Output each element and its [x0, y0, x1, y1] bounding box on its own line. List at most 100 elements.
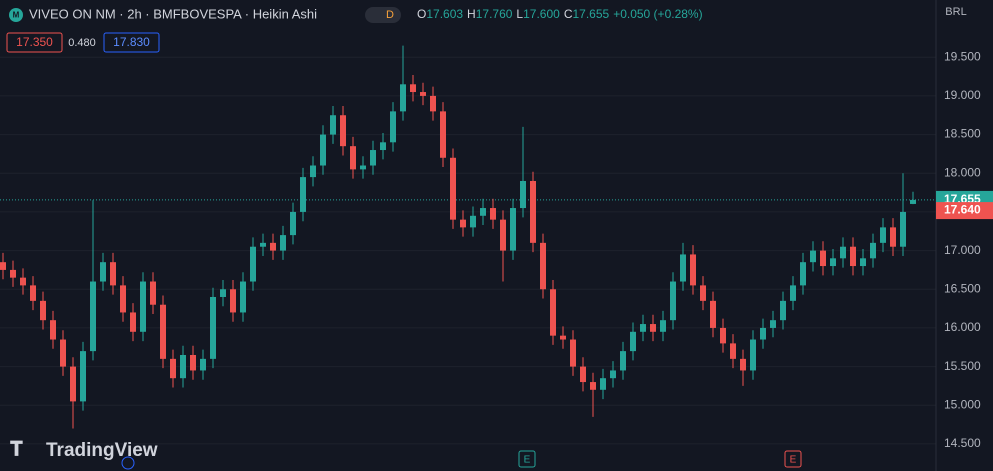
candle-body — [370, 150, 376, 166]
candle-body — [550, 289, 556, 336]
candle-body — [230, 289, 236, 313]
candle-body — [50, 320, 56, 340]
candle-body — [180, 354, 186, 379]
candle-body — [690, 254, 696, 286]
legend-h-label: H — [467, 7, 476, 21]
candle-body — [630, 331, 636, 352]
earnings-label: E — [524, 455, 531, 466]
candle-body — [390, 111, 396, 143]
candle-body — [70, 366, 76, 402]
candle-body — [260, 242, 266, 247]
candle-body — [190, 354, 196, 371]
currency[interactable]: BRL — [945, 6, 966, 18]
badge-bg[interactable] — [365, 7, 401, 23]
candle-body — [850, 246, 856, 267]
candle-body — [560, 335, 566, 340]
candle-body — [450, 157, 456, 220]
y-tick-label: 16.000 — [944, 320, 981, 334]
candle-body — [240, 281, 246, 313]
y-tick-label: 19.000 — [944, 88, 981, 102]
earnings-box[interactable] — [784, 450, 802, 468]
candles — [0, 45, 916, 429]
candle-body — [880, 227, 886, 243]
candle-body — [200, 358, 206, 371]
spread: 0.480 — [68, 37, 96, 49]
chart-title: VIVEO ON NM · 2h · BMFBOVESPA · Heikin A… — [29, 6, 317, 21]
ohlc-legend: O 17.603 H 17.760 L 17.600 C 17.655 +0.050 (+0.2… — [417, 7, 703, 21]
logo-mark: 𝐓 — [10, 438, 23, 460]
y-tick-label: 19.500 — [944, 49, 981, 63]
candle-body — [820, 250, 826, 267]
candle-body — [830, 258, 836, 267]
legend-c: 17.655 — [572, 7, 609, 21]
sell-price: 17.350 — [16, 35, 53, 49]
candle-body — [760, 327, 766, 340]
event-icon[interactable] — [121, 456, 135, 470]
candle-body — [660, 320, 666, 332]
candle-body — [540, 242, 546, 290]
legend-h: 17.760 — [476, 7, 513, 21]
candle-body — [520, 180, 526, 209]
candle-body — [20, 277, 26, 286]
legend-c-label: C — [564, 7, 573, 21]
candle-body — [600, 378, 606, 390]
y-tick-label: 14.500 — [944, 436, 981, 450]
candle-body — [380, 142, 386, 151]
y-tick-label: 15.000 — [944, 397, 981, 411]
earnings-box[interactable] — [518, 450, 536, 468]
candle-body — [790, 285, 796, 301]
candle-body — [510, 208, 516, 251]
candle-body — [780, 300, 786, 321]
legend-o-label: O — [417, 7, 426, 21]
candle-body — [330, 115, 336, 135]
y-tick-label: 18.500 — [944, 127, 981, 141]
candle-body — [470, 215, 476, 228]
candle-body — [530, 180, 536, 243]
buy-box[interactable] — [103, 32, 160, 53]
candle-body — [580, 366, 586, 383]
candle-body — [170, 358, 176, 379]
candle-body — [350, 146, 356, 170]
candle-body — [430, 95, 436, 112]
candle-body — [490, 208, 496, 220]
sell-box[interactable] — [6, 32, 63, 53]
candle-body — [590, 382, 596, 390]
candle-body — [910, 199, 916, 204]
candle-body — [30, 285, 36, 301]
candle-body — [340, 115, 346, 147]
candle-body — [140, 281, 146, 332]
legend-change: +0.050 (+0.28%) — [613, 7, 702, 21]
candle-body — [60, 339, 66, 367]
candle-body — [130, 312, 136, 332]
candle-body — [640, 324, 646, 332]
candle-body — [720, 327, 726, 344]
y-tick-label: 17.000 — [944, 243, 981, 257]
candle-body — [220, 289, 226, 297]
candle-body — [480, 208, 486, 216]
candle-body — [700, 285, 706, 301]
candle-body — [360, 165, 366, 170]
candle-body — [120, 285, 126, 313]
second-price-label: 17.640 — [944, 202, 981, 216]
candle-body — [310, 165, 316, 178]
badge: D — [386, 9, 394, 21]
symbol-icon-letter: M — [13, 11, 20, 20]
candle-body — [320, 134, 326, 166]
candle-body — [870, 242, 876, 259]
candle-body — [410, 84, 416, 93]
y-tick-label: 16.500 — [944, 281, 981, 295]
candle-body — [800, 262, 806, 286]
candle-body — [670, 281, 676, 321]
candle-body — [0, 262, 6, 270]
candle-body — [570, 339, 576, 367]
candle-body — [650, 324, 656, 332]
candle-body — [210, 296, 216, 359]
candle-body — [740, 358, 746, 371]
candle-body — [90, 281, 96, 352]
candle-body — [680, 254, 686, 282]
buy-price: 17.830 — [113, 35, 150, 49]
candle-body — [300, 177, 306, 212]
candle-body — [750, 339, 756, 371]
